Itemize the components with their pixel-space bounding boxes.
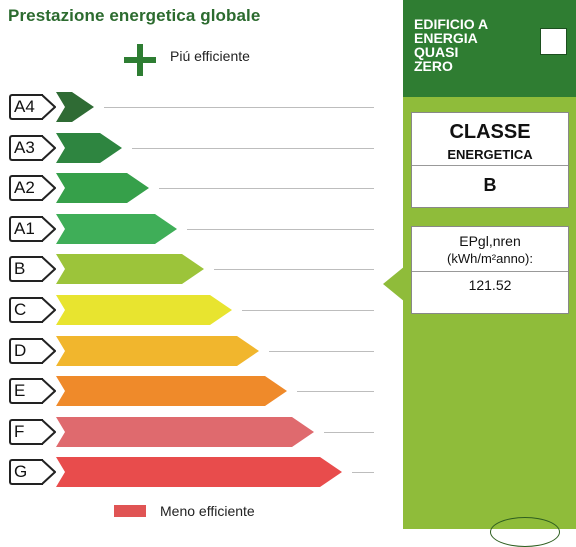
badge-arrow-icon [42,419,56,445]
nzeb-line: EDIFICIO A [414,16,489,32]
class-row: C [0,293,380,327]
class-bar [56,173,149,203]
plus-icon [124,44,156,76]
nzeb-checkbox [540,28,567,55]
class-subheading: ENERGETICA [447,147,533,162]
class-row: F [0,415,380,449]
class-badge: A4 [9,94,43,120]
class-row: A2 [0,171,380,205]
less-efficient-label: Meno efficiente [160,503,255,519]
more-efficient-label: Piú efficiente [170,48,250,64]
class-row: G [0,455,380,489]
badge-arrow-icon [42,297,56,323]
class-guide-line [214,269,374,270]
class-bar [56,92,94,122]
class-guide-line [104,107,374,108]
class-row: A4 [0,90,380,124]
class-bar [56,457,342,487]
badge-arrow-icon [42,175,56,201]
ep-panel: EPgl,nren (kWh/m²anno): 121.52 [411,226,569,314]
class-badge: E [9,378,43,404]
class-row: D [0,334,380,368]
class-badge: B [9,256,43,282]
class-badge: A2 [9,175,43,201]
ep-value: 121.52 [468,277,512,293]
badge-arrow-icon [42,94,56,120]
nzeb-panel: EDIFICIO A ENERGIA QUASI ZERO [403,0,576,97]
nzeb-line: ZERO [414,58,453,74]
seal-arc [490,517,560,547]
pointer-arrow-icon [383,266,405,302]
ep-label-line2: (kWh/m²anno): [447,251,533,266]
class-bar [56,214,177,244]
nzeb-line: ENERGIA [414,30,478,46]
class-guide-line [159,188,374,189]
class-value: B [483,175,497,195]
ep-label-line1: EPgl,nren [459,233,521,249]
class-bar [56,336,259,366]
energy-class-panel: CLASSE ENERGETICA B [411,112,569,208]
page-title: Prestazione energetica globale [8,6,261,25]
class-badge: G [9,459,43,485]
ep-divider [412,271,568,272]
class-row: A3 [0,131,380,165]
class-row: E [0,374,380,408]
class-bar [56,295,232,325]
class-guide-line [352,472,374,473]
badge-arrow-icon [42,338,56,364]
class-bar [56,417,314,447]
badge-arrow-icon [42,378,56,404]
class-guide-line [242,310,374,311]
class-guide-line [132,148,374,149]
class-bar [56,133,122,163]
class-badge: F [9,419,43,445]
class-guide-line [324,432,374,433]
class-badge: D [9,338,43,364]
badge-arrow-icon [42,256,56,282]
class-guide-line [297,391,374,392]
class-badge: A3 [9,135,43,161]
class-bar [56,254,204,284]
class-badge: C [9,297,43,323]
class-badge: A1 [9,216,43,242]
class-guide-line [269,351,374,352]
less-efficient-swatch [114,505,146,517]
class-row: B [0,252,380,286]
class-heading: CLASSE [449,121,531,143]
class-row: A1 [0,212,380,246]
badge-arrow-icon [42,459,56,485]
nzeb-label: EDIFICIO A ENERGIA QUASI ZERO [414,17,488,73]
class-bar [56,376,287,406]
class-guide-line [187,229,374,230]
badge-arrow-icon [42,216,56,242]
class-divider [412,165,568,166]
badge-arrow-icon [42,135,56,161]
nzeb-line: QUASI [414,44,459,60]
